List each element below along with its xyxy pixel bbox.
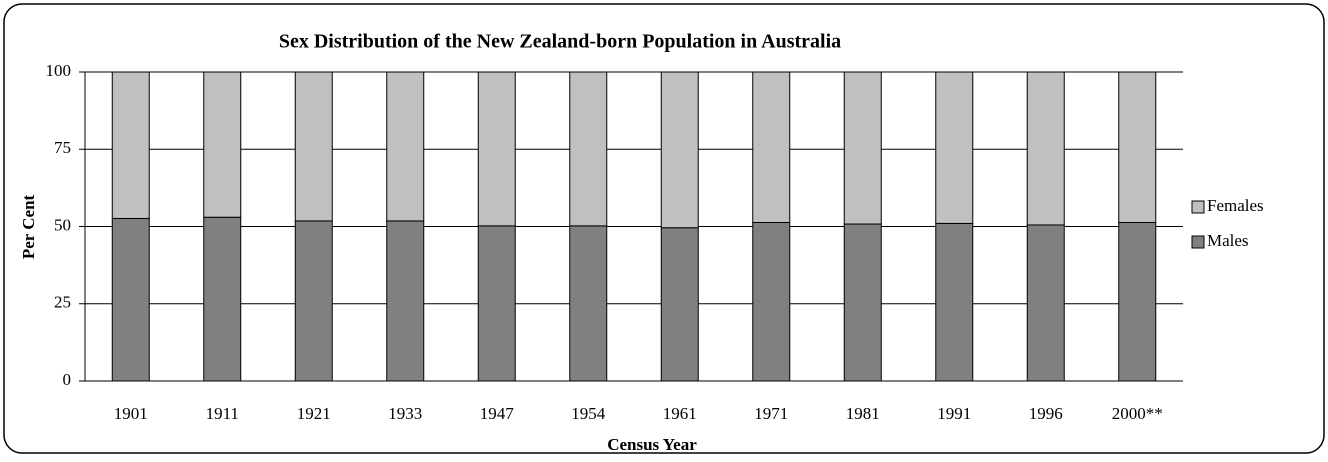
bar-segment [386, 220, 425, 382]
bar-segment [111, 217, 150, 382]
bar-segment [203, 216, 242, 382]
bar-segment [569, 225, 608, 382]
bar-segment [203, 71, 242, 218]
bar-segment [1026, 224, 1065, 382]
x-tick-label: 2000** [1112, 404, 1163, 423]
x-tick-label: 1981 [846, 404, 880, 423]
bar-segment [1118, 221, 1157, 382]
x-tick-label: 1996 [1029, 404, 1063, 423]
legend-label: Males [1207, 231, 1249, 250]
x-axis-label: Census Year [607, 435, 697, 454]
bar-segment [477, 225, 516, 382]
bar-segment [935, 71, 974, 224]
y-tick-label: 100 [46, 61, 72, 80]
bar-segment [660, 71, 699, 229]
x-tick-label: 1971 [754, 404, 788, 423]
bar-segment [477, 71, 516, 227]
y-tick-label: 75 [54, 138, 71, 157]
legend-swatch [1191, 200, 1205, 214]
legend-label: Females [1207, 196, 1264, 215]
chart-title: Sex Distribution of the New Zealand-born… [279, 31, 841, 53]
y-tick-label: 0 [63, 370, 72, 389]
bar-segment [935, 222, 974, 382]
bar-segment [294, 71, 333, 222]
bar-segment [843, 71, 882, 225]
bar-segment [569, 71, 608, 227]
bar-segment [843, 223, 882, 382]
x-tick-label: 1991 [937, 404, 971, 423]
bar-segment [386, 71, 425, 222]
bar-segment [1118, 71, 1157, 223]
x-tick-label: 1933 [388, 404, 422, 423]
legend-swatch [1191, 235, 1205, 249]
x-tick-label: 1901 [114, 404, 148, 423]
bar-segment [111, 71, 150, 219]
x-tick-label: 1961 [663, 404, 697, 423]
y-tick-label: 25 [54, 293, 71, 312]
bar-segment [294, 220, 333, 382]
x-tick-label: 1947 [480, 404, 515, 423]
bar-segment [752, 221, 791, 382]
bar-segment [752, 71, 791, 223]
y-tick-label: 50 [54, 215, 71, 234]
bar-segment [660, 227, 699, 382]
x-tick-label: 1921 [297, 404, 331, 423]
y-axis-label: Per Cent [19, 194, 38, 259]
bar-segment [1026, 71, 1065, 226]
x-tick-label: 1911 [206, 404, 239, 423]
x-tick-label: 1954 [571, 404, 606, 423]
